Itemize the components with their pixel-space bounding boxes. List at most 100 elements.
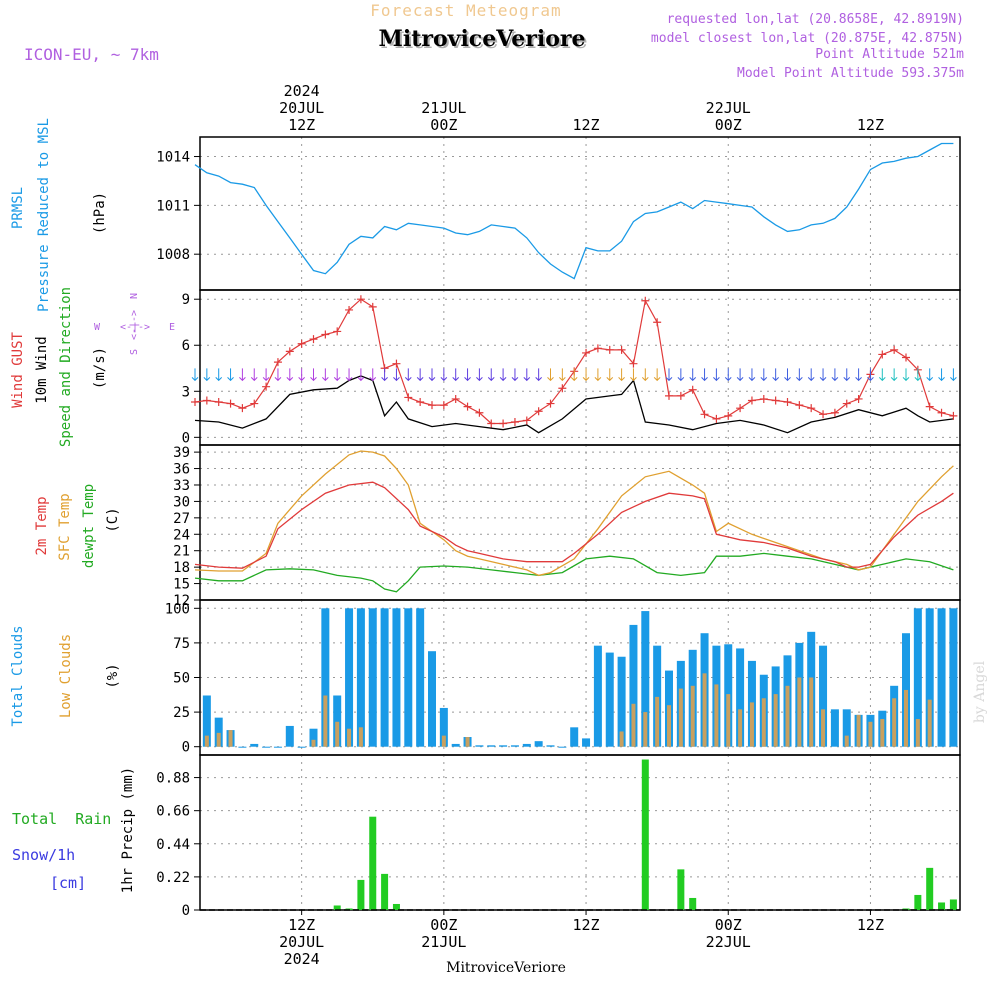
total-cloud-bar — [522, 743, 531, 747]
wind-direction-arrow — [677, 368, 685, 382]
wind-10m-label: 10m Wind — [34, 336, 50, 403]
gust-point — [724, 411, 733, 420]
gust-point — [890, 345, 899, 354]
clouds-ytick-label: 25 — [173, 705, 190, 721]
gust-point — [522, 416, 531, 425]
rain-bar — [689, 897, 697, 910]
precip-ytick-label: 0 — [182, 903, 190, 919]
gust-point — [842, 399, 851, 408]
gust-point — [854, 394, 863, 403]
gust-point — [214, 398, 223, 407]
bottom-tick-label: 12Z — [857, 916, 884, 934]
low-cloud-bar — [335, 721, 340, 747]
gust-point — [605, 345, 614, 354]
wind-direction-arrow — [511, 368, 519, 382]
wind-direction-arrow — [547, 368, 554, 382]
wind-direction-arrow — [890, 368, 898, 382]
wind-direction-arrow — [274, 368, 282, 382]
low-cloud-bar — [204, 735, 209, 747]
low-cloud-bar — [631, 703, 636, 747]
wind-direction-arrow — [381, 368, 388, 382]
dewpt-label: dewpt Temp — [81, 484, 97, 568]
low-cloud-bar — [927, 699, 932, 747]
temp-ytick-label: 39 — [173, 445, 190, 461]
temp-ytick-label: 33 — [173, 478, 190, 494]
rain-bar — [926, 867, 934, 910]
pressure-unit: (hPa) — [92, 192, 108, 234]
gust-point — [736, 404, 745, 413]
top-tick-label: 2024 — [284, 82, 320, 100]
bottom-tick-label: 22JUL — [706, 933, 751, 951]
total-cloud-bar — [582, 738, 591, 747]
wind-direction-arrow — [950, 368, 957, 382]
wind-direction-arrow — [795, 368, 803, 382]
total-cloud-bar — [570, 727, 579, 747]
gust-point — [534, 407, 543, 416]
gust-point — [297, 339, 306, 348]
gust-point — [191, 398, 199, 407]
temp-ytick-label: 21 — [173, 544, 190, 560]
gust-point — [582, 348, 591, 357]
compass-w: W — [94, 322, 101, 333]
gust-point — [747, 396, 756, 405]
total-cloud-bar — [558, 746, 567, 748]
wind-direction-arrow — [653, 368, 661, 382]
wind-direction-arrow — [262, 368, 270, 382]
low-cloud-bar — [821, 709, 826, 747]
low-cloud-bar — [655, 696, 660, 747]
wind-direction-arrow — [606, 368, 614, 382]
low-cloud-bar — [868, 721, 873, 747]
low-cloud-bar — [619, 731, 624, 747]
total-cloud-bar — [428, 651, 436, 747]
gust-point — [653, 318, 662, 327]
gust-point — [759, 394, 768, 403]
precip-unit: 1hr Precip (mm) — [120, 767, 136, 893]
gust-point — [771, 396, 780, 405]
t2m-line — [194, 481, 954, 569]
total-cloud-bar — [297, 746, 306, 748]
clouds-ytick-label: 75 — [173, 636, 190, 652]
total-cloud-bar — [736, 648, 745, 747]
gust-point — [262, 382, 271, 391]
compass-n: N — [129, 293, 140, 299]
total-cloud-bar — [913, 608, 922, 747]
wind-direction-arrow — [215, 368, 223, 382]
total-cloud-bar — [475, 745, 484, 747]
wind-direction-arrow — [523, 368, 531, 382]
wind-direction-arrow — [689, 368, 697, 382]
wind-dir-label: Speed and Direction — [58, 287, 74, 447]
wind-direction-arrow — [784, 368, 791, 382]
wind-direction-arrow — [760, 368, 768, 382]
total-cloud-bar — [356, 608, 365, 747]
gust-point — [641, 296, 650, 305]
low-cloud-bar — [690, 685, 695, 747]
rain-label: Total Rain — [12, 810, 111, 828]
total-cloud-bar — [416, 608, 425, 747]
top-tick-label: 12Z — [857, 116, 884, 134]
rain-bar — [641, 759, 649, 910]
gust-point — [250, 399, 259, 408]
gust-point — [368, 302, 377, 311]
temp-ytick-label: 36 — [173, 462, 190, 478]
total-cloud-bar — [250, 743, 259, 747]
gust-point — [404, 393, 413, 402]
bottom-tick-label: 20JUL — [279, 933, 324, 951]
gust-point — [676, 391, 685, 400]
low-cloud-bar — [678, 688, 683, 747]
total-cloud-bar — [333, 695, 342, 747]
low-cloud-bar — [749, 702, 754, 747]
gust-point — [202, 396, 211, 405]
wind-direction-arrow — [902, 368, 910, 382]
top-tick-label: 20JUL — [279, 99, 324, 117]
wind-direction-arrow — [926, 368, 934, 382]
rain-bar — [381, 873, 389, 910]
total-cloud-bar — [629, 624, 638, 747]
total-cloud-bar — [937, 608, 946, 747]
rain-bar — [345, 908, 353, 910]
wind-direction-arrow — [641, 368, 649, 382]
total-clouds-label: Total Clouds — [10, 625, 26, 726]
low-cloud-bar — [915, 719, 920, 747]
compass-ns-arrow: <-|-> — [129, 310, 140, 340]
gust-point — [309, 335, 318, 344]
